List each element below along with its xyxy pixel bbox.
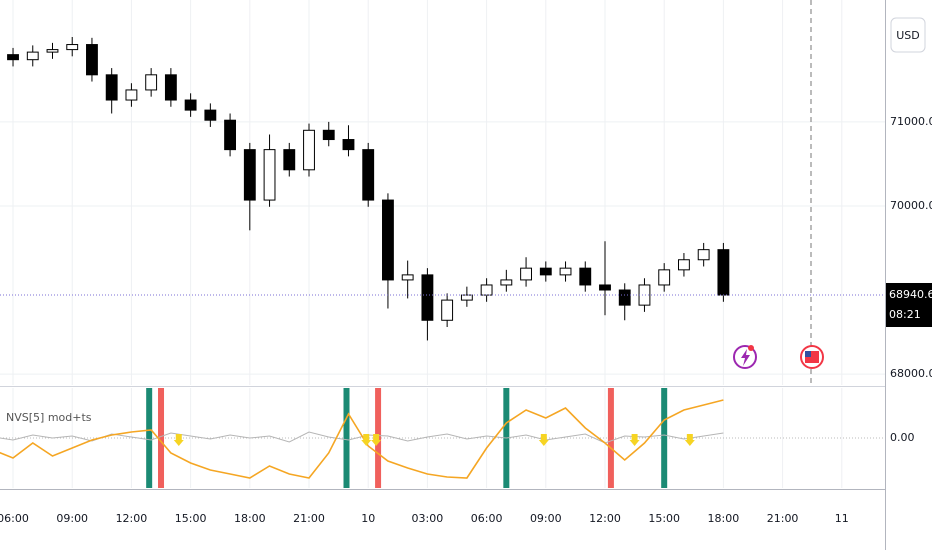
last-price-box — [886, 282, 932, 327]
x-tick-label: 09:00 — [530, 512, 562, 525]
candle-body — [362, 149, 375, 201]
candle-body — [184, 99, 197, 111]
x-tick-label: 21:00 — [293, 512, 325, 525]
candle-body — [618, 289, 631, 306]
candle-body — [460, 294, 473, 301]
candle-body — [86, 44, 98, 76]
x-tick-label: 09:00 — [56, 512, 88, 525]
candle-body — [421, 274, 434, 321]
candle-body — [145, 74, 158, 91]
candle-body — [303, 129, 315, 171]
marks — [0, 36, 885, 488]
candle-body — [66, 44, 79, 51]
signal-bar — [146, 388, 153, 488]
candle-body — [539, 267, 552, 276]
signal-arrow — [629, 434, 640, 446]
candle-body — [579, 267, 592, 286]
candle-body — [520, 267, 532, 281]
event-dot — [748, 345, 754, 351]
candle-body — [263, 149, 276, 201]
candle-body — [204, 109, 217, 121]
countdown: 08:21 — [889, 308, 921, 321]
candle-body — [658, 269, 671, 286]
candle-body — [46, 49, 59, 53]
x-tick-label: 18:00 — [234, 512, 266, 525]
signal-bar — [343, 388, 350, 488]
currency: USD — [896, 29, 920, 42]
x-tick-label: 12:00 — [116, 512, 148, 525]
x-tick-label: 06:00 — [471, 512, 503, 525]
candle-body — [26, 51, 39, 61]
candle-body — [224, 119, 237, 151]
candle-body — [500, 279, 513, 286]
candle-body — [243, 149, 256, 201]
candle-body — [678, 259, 690, 271]
candle-body — [480, 284, 493, 296]
indicator-line — [0, 399, 724, 479]
indicator-title: NVS[5] mod+ts — [6, 411, 92, 424]
candle-body — [283, 149, 296, 171]
flag-canton — [805, 351, 811, 357]
last-price-label: 68940.67 — [889, 288, 932, 301]
x-tick-label: 15:00 — [648, 512, 680, 525]
y-tick-label: 70000.00 — [890, 199, 932, 212]
signal-arrow — [371, 434, 382, 446]
signal-bar — [661, 388, 668, 488]
currency-button[interactable] — [890, 17, 926, 53]
signal-arrow — [173, 434, 184, 446]
y-tick-label: 0.00 — [890, 431, 915, 444]
candle-body — [559, 267, 572, 276]
x-tick-label: 06:00 — [0, 512, 29, 525]
candle-body — [401, 274, 414, 281]
x-tick-label: 03:00 — [412, 512, 444, 525]
candle-body — [382, 199, 394, 281]
signal-arrow — [684, 434, 695, 446]
candle-body — [441, 299, 454, 321]
y-tick-label: 68000.00 — [890, 367, 932, 380]
candle-body — [697, 249, 710, 261]
x-tick-label: 15:00 — [175, 512, 207, 525]
signal-arrow — [361, 434, 372, 446]
signal-bar — [158, 388, 165, 488]
x-tick-label: 21:00 — [767, 512, 799, 525]
candle-body — [125, 89, 138, 101]
candle-body — [599, 284, 611, 291]
y-tick-label: 71000.00 — [890, 115, 932, 128]
signal-arrow — [538, 434, 549, 446]
candle-body — [7, 54, 19, 61]
candle-body — [717, 249, 730, 296]
x-tick-label: 12:00 — [589, 512, 621, 525]
x-tick-label: 11 — [835, 512, 849, 525]
x-tick-label: 10 — [361, 512, 375, 525]
candle-body — [105, 74, 118, 101]
lightning-icon — [741, 349, 750, 366]
candle-body — [342, 139, 355, 151]
signal-bar — [607, 388, 614, 488]
candle-body — [164, 74, 177, 101]
x-tick-label: 18:00 — [708, 512, 740, 525]
candle-body — [322, 129, 335, 141]
